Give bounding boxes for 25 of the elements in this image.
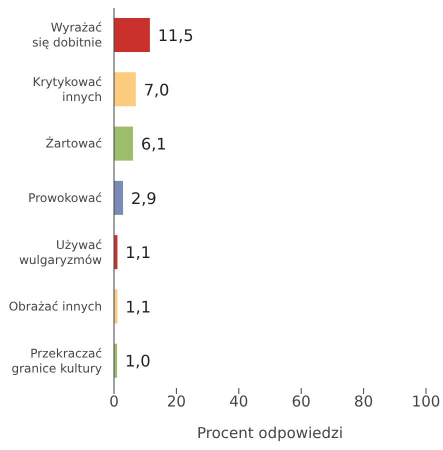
x-tick-label: 20 xyxy=(166,392,186,411)
data-label: 6,1 xyxy=(141,134,166,154)
x-tick-label: 80 xyxy=(354,392,374,411)
y-tick-label: Przekraczać granice kultury xyxy=(11,346,102,376)
data-label: 2,9 xyxy=(131,188,156,208)
y-tick-label: Używać wulgaryzmów xyxy=(19,238,102,267)
x-tick-label: 60 xyxy=(292,392,311,411)
y-tick-label: Prowokować xyxy=(28,191,102,205)
y-tick-label: Obrażać innych xyxy=(8,300,102,314)
data-label: 1,1 xyxy=(125,243,151,262)
data-label: 1,1 xyxy=(125,297,151,316)
y-tick-label: Żartować xyxy=(46,136,102,151)
x-axis-title: Procent odpowiedzi xyxy=(196,424,344,442)
data-label: 1,0 xyxy=(125,352,151,371)
bar xyxy=(114,126,134,161)
y-tick-label: Wyrażać się dobitnie xyxy=(32,20,102,50)
x-tick-label: 0 xyxy=(109,392,119,411)
data-label: 7,0 xyxy=(144,80,170,100)
y-tick-label: Krytykować innych xyxy=(32,74,102,104)
bar xyxy=(114,180,124,215)
x-tick-label: 40 xyxy=(229,392,248,411)
x-tick-label: 100 xyxy=(412,392,440,411)
bar xyxy=(114,72,136,106)
bar xyxy=(114,18,150,52)
data-label: 11,5 xyxy=(158,26,194,45)
